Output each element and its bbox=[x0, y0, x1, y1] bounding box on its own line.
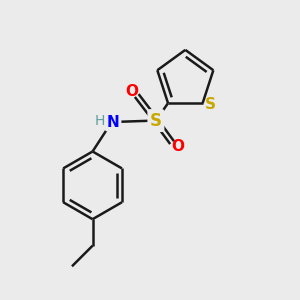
Text: S: S bbox=[150, 112, 162, 130]
Text: O: O bbox=[125, 85, 138, 100]
Text: N: N bbox=[107, 115, 120, 130]
Text: S: S bbox=[205, 97, 215, 112]
Text: O: O bbox=[171, 139, 184, 154]
Text: H: H bbox=[95, 114, 105, 128]
